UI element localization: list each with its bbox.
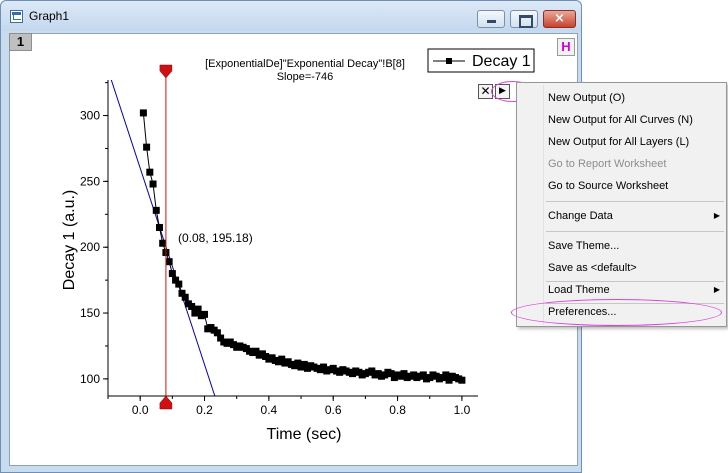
data-point[interactable] [320,363,328,371]
axes: 0.0 0.2 0.4 0.6 0.8 1.0 100 150 200 250 300 [80,80,478,417]
close-window-button[interactable]: × [543,10,576,28]
x-tick-label: 0.0 [132,403,149,417]
data-point[interactable] [458,376,466,384]
menu-gutter [543,85,544,325]
submenu-arrow-icon: ▶ [713,285,720,294]
data-point[interactable] [152,206,160,214]
cursor-bottom-handle-icon[interactable] [159,395,173,410]
menu-item-new-output-all-layers[interactable]: New Output for All Layers (L) [517,132,726,152]
data-point[interactable] [175,280,183,288]
menu-item-label: Save Theme... [548,240,620,252]
data-point[interactable] [278,355,286,363]
annotation-line2[interactable]: Slope=-746 [277,71,334,83]
highlight-oval-preferences [511,299,722,326]
x-tick-label: 0.2 [196,403,213,417]
x-tick-label: 0.6 [325,403,342,417]
data-point[interactable] [400,370,408,378]
data-point[interactable] [188,302,196,310]
hide-button[interactable]: H [557,38,575,56]
menu-item-label: New Output (O) [548,92,626,104]
graph-window: Graph1 × 1 H 0.0 0.2 0.4 0.6 0.8 1.0 100 150 200… [0,0,582,473]
data-point[interactable] [146,168,154,176]
y-tick-label: 150 [80,306,100,320]
x-tick-label: 0.4 [261,403,278,417]
menu-item-label: Go to Source Worksheet [548,180,669,192]
y-tick-label: 300 [80,109,100,123]
menu-item-label: Load Theme [548,284,610,296]
data-point[interactable] [143,143,151,151]
menu-item-new-output[interactable]: New Output (O) [517,88,726,108]
data-point[interactable] [191,309,199,317]
y-tick-label: 100 [80,372,100,386]
cursor-value-label: (0.08, 195.18) [178,231,253,245]
menu-separator [546,201,724,202]
data-point[interactable] [155,223,163,231]
data-marks [110,64,466,410]
menu-item-label: Go to Report Worksheet [548,158,667,170]
x-tick-label: 0.8 [389,403,406,417]
menu-item-label: New Output for All Layers (L) [548,136,690,148]
menu-item-label: New Output for All Curves (N) [548,114,693,126]
context-menu: New Output (O) New Output for All Curves… [516,82,727,327]
layer-tab[interactable]: 1 [9,33,32,51]
data-point[interactable] [159,239,167,247]
data-point[interactable] [172,276,180,284]
data-point[interactable] [165,258,173,266]
y-tick-label: 200 [80,240,100,254]
maximize-button[interactable] [510,10,538,28]
menu-item-label: Change Data [548,210,613,222]
minimize-button[interactable] [477,10,505,28]
data-point[interactable] [178,289,186,297]
data-point[interactable] [252,347,260,355]
data-point[interactable] [168,270,176,278]
menu-separator [546,281,724,282]
menu-separator [546,231,724,232]
graph-page[interactable]: 1 H 0.0 0.2 0.4 0.6 0.8 1.0 100 150 200 250 300 [E… [9,33,578,466]
menu-item-save-as-default[interactable]: Save as <default> [517,258,726,278]
data-point[interactable] [294,359,302,367]
plot-area[interactable]: 0.0 0.2 0.4 0.6 0.8 1.0 100 150 200 250 300 [Expon… [10,34,577,465]
y-tick-label: 250 [80,174,100,188]
close-icon: × [554,11,565,26]
menu-item-load-theme[interactable]: Load Theme ▶ [517,280,726,300]
x-axis-title[interactable]: Time (sec) [267,426,342,443]
data-point[interactable] [419,371,427,379]
menu-item-new-output-all-curves[interactable]: New Output for All Curves (N) [517,110,726,130]
menu-item-label: Save as <default> [548,262,637,274]
data-point[interactable] [149,180,157,188]
data-point[interactable] [213,329,221,337]
data-point[interactable] [139,109,147,117]
graph-window-icon[interactable] [10,10,23,23]
x-tick-label: 1.0 [454,403,471,417]
submenu-arrow-icon: ▶ [713,211,720,220]
title-bar[interactable]: Graph1 × [1,1,581,31]
legend[interactable]: Decay 1 [427,48,535,73]
data-point[interactable] [181,293,189,301]
data-point[interactable] [387,370,395,378]
menu-item-change-data[interactable]: Change Data ▶ [517,206,726,226]
data-point[interactable] [368,367,376,375]
data-point[interactable] [442,371,450,379]
data-point[interactable] [201,310,209,318]
data-point[interactable] [194,305,202,313]
y-axis-title[interactable]: Decay 1 (a.u.) [61,190,78,290]
legend-marker-icon [446,58,452,64]
menu-item-go-to-report-worksheet: Go to Report Worksheet [517,154,726,174]
window-title: Graph1 [29,9,70,23]
legend-label: Decay 1 [472,53,531,70]
data-point[interactable] [217,334,225,342]
series-line[interactable] [142,112,463,382]
data-point[interactable] [300,360,308,368]
data-point[interactable] [445,376,453,384]
annotation-line1[interactable]: [ExponentialDe]"Exponential Decay"!B[8] [205,58,405,70]
menu-item-go-to-source-worksheet[interactable]: Go to Source Worksheet [517,176,726,196]
menu-item-save-theme[interactable]: Save Theme... [517,236,726,256]
cursor-top-handle-icon[interactable] [159,64,173,79]
